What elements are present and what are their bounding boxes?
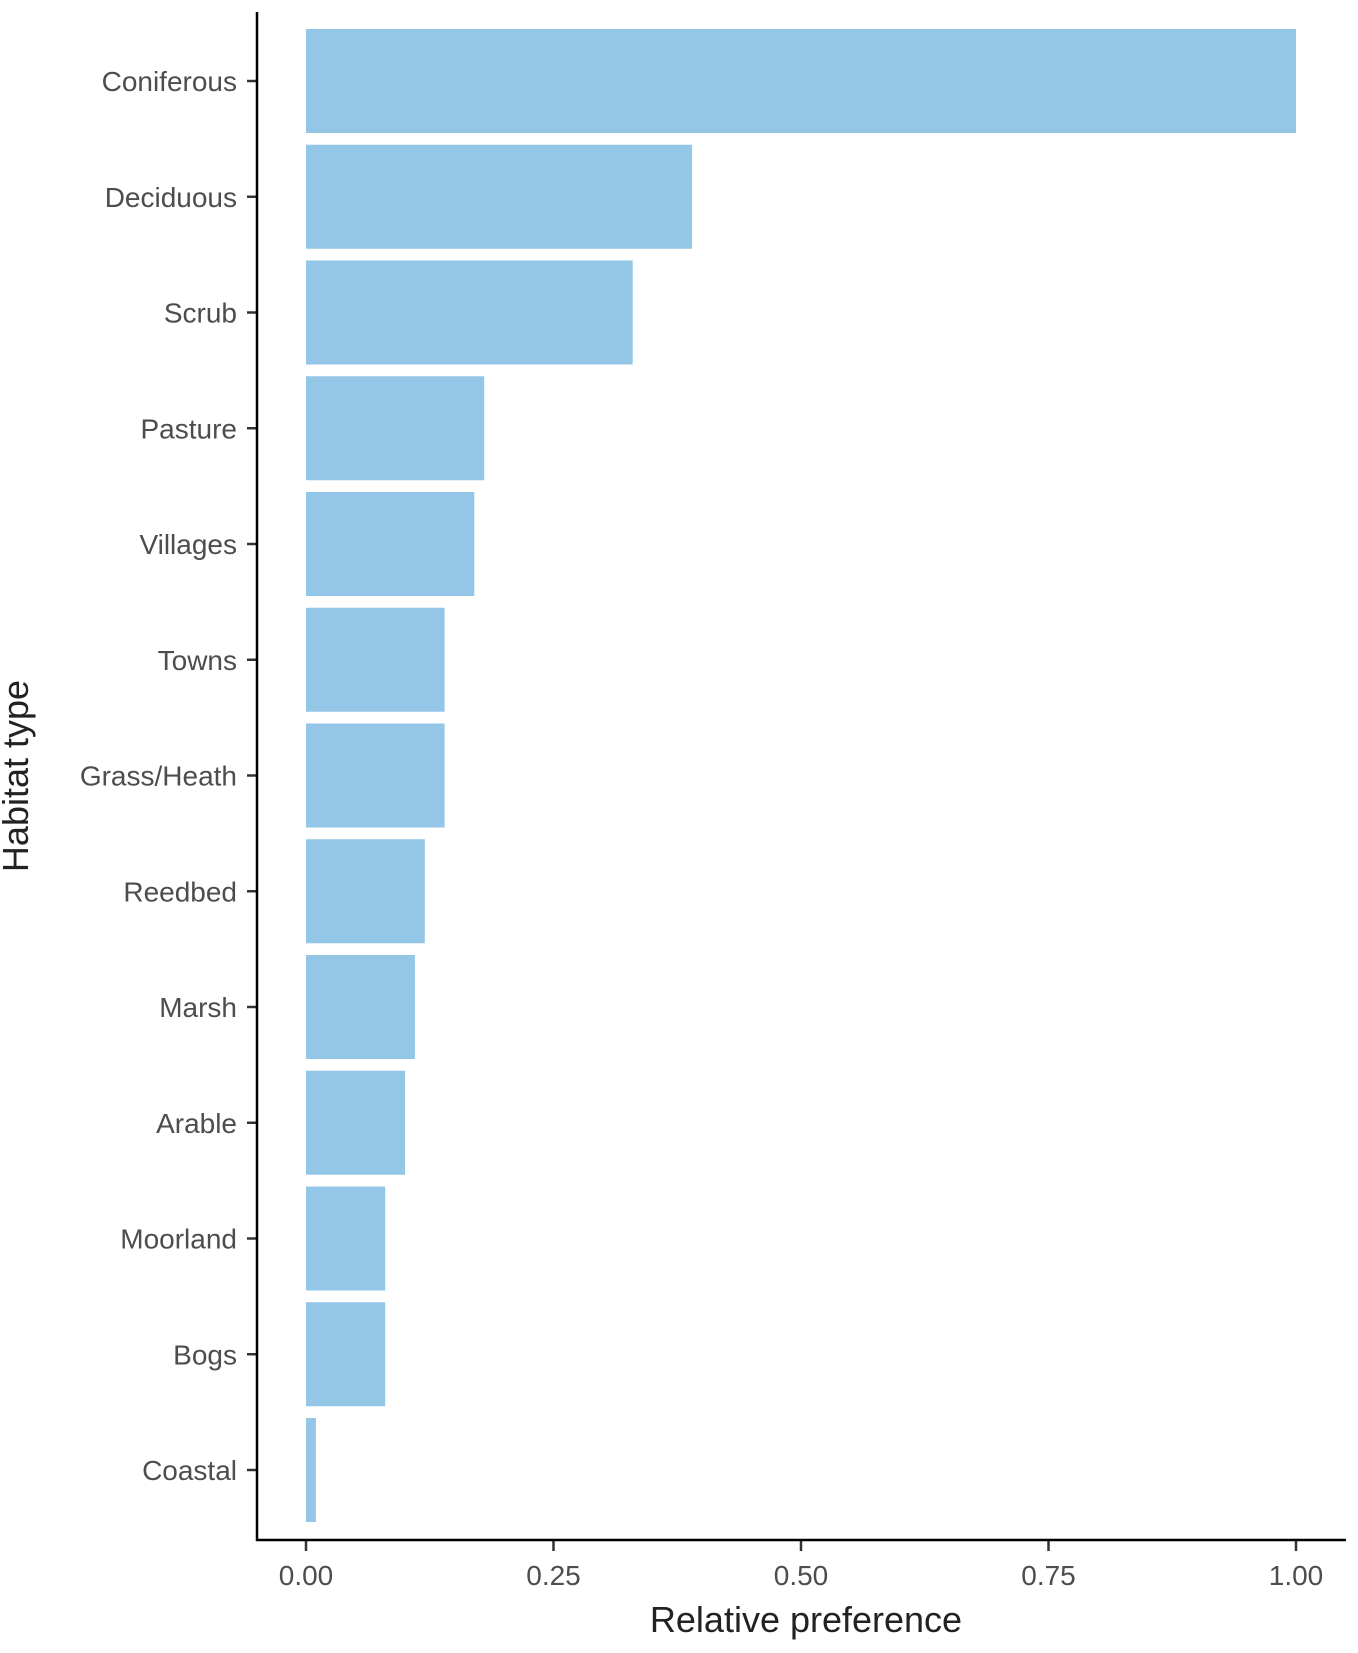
bar-coastal — [306, 1418, 316, 1522]
bar-villages — [306, 492, 475, 596]
bar-grass-heath — [306, 723, 445, 828]
x-tick-label: 0.25 — [526, 1560, 581, 1591]
y-tick-label: Coastal — [142, 1455, 237, 1486]
y-tick-label: Arable — [156, 1108, 237, 1139]
x-axis-ticks: 0.00 0.25 0.50 0.75 1.00 — [279, 1540, 1324, 1591]
x-tick-label: 0.75 — [1021, 1560, 1076, 1591]
bar-scrub — [306, 260, 633, 365]
y-tick-label: Pasture — [141, 413, 238, 444]
y-axis-title: Habitat type — [0, 680, 36, 872]
y-tick-label: Reedbed — [123, 876, 237, 907]
y-tick-label: Bogs — [173, 1339, 237, 1370]
bar-reedbed — [306, 839, 425, 944]
y-tick-label: Coniferous — [102, 66, 237, 97]
y-tick-label: Scrub — [164, 298, 237, 329]
x-tick-label: 1.00 — [1269, 1560, 1324, 1591]
x-axis-title: Relative preference — [650, 1599, 962, 1640]
y-tick-label: Marsh — [159, 992, 237, 1023]
bar-towns — [306, 607, 445, 712]
bar-arable — [306, 1070, 405, 1175]
bar-marsh — [306, 955, 415, 1059]
y-tick-label: Grass/Heath — [80, 761, 237, 792]
y-tick-label: Villages — [139, 529, 237, 560]
x-tick-label: 0.50 — [774, 1560, 829, 1591]
y-tick-label: Moorland — [120, 1224, 237, 1255]
y-tick-label: Towns — [158, 645, 237, 676]
bar-deciduous — [306, 144, 693, 249]
x-tick-label: 0.00 — [279, 1560, 334, 1591]
y-axis-ticks: Coniferous Deciduous Scrub Pasture Villages T… — [80, 66, 257, 1486]
bar-coniferous — [306, 29, 1296, 133]
bar-pasture — [306, 376, 485, 481]
bar-bogs — [306, 1302, 386, 1407]
bar-moorland — [306, 1186, 386, 1291]
y-tick-label: Deciduous — [105, 182, 237, 213]
bars — [306, 29, 1296, 1522]
